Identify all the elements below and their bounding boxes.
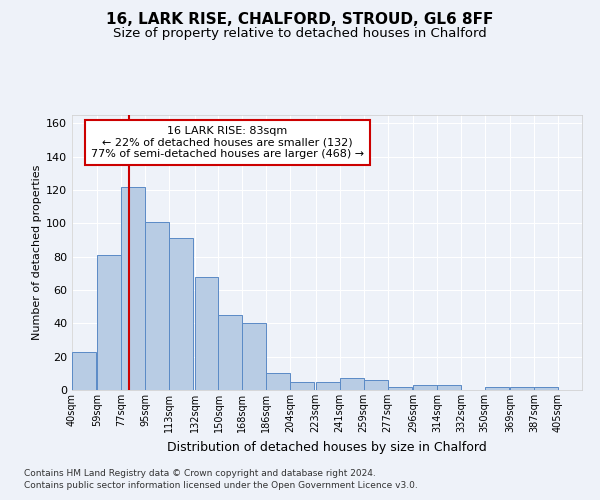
Bar [316,382,340,390]
Bar [266,374,290,390]
Bar [218,315,242,390]
Bar [388,386,412,390]
Bar [121,186,145,390]
Bar [413,385,437,390]
Text: 16 LARK RISE: 83sqm
← 22% of detached houses are smaller (132)
77% of semi-detac: 16 LARK RISE: 83sqm ← 22% of detached ho… [91,126,364,159]
Bar [485,386,509,390]
Bar [242,324,266,390]
Bar [437,385,461,390]
Y-axis label: Number of detached properties: Number of detached properties [32,165,42,340]
Bar [72,352,96,390]
Bar [97,255,121,390]
Bar [510,386,534,390]
Bar [194,276,218,390]
Bar [364,380,388,390]
Bar [169,238,193,390]
X-axis label: Distribution of detached houses by size in Chalford: Distribution of detached houses by size … [167,440,487,454]
Text: Size of property relative to detached houses in Chalford: Size of property relative to detached ho… [113,28,487,40]
Bar [340,378,364,390]
Bar [534,386,558,390]
Text: Contains HM Land Registry data © Crown copyright and database right 2024.: Contains HM Land Registry data © Crown c… [24,468,376,477]
Text: 16, LARK RISE, CHALFORD, STROUD, GL6 8FF: 16, LARK RISE, CHALFORD, STROUD, GL6 8FF [106,12,494,28]
Bar [145,222,169,390]
Text: Contains public sector information licensed under the Open Government Licence v3: Contains public sector information licen… [24,481,418,490]
Bar [290,382,314,390]
